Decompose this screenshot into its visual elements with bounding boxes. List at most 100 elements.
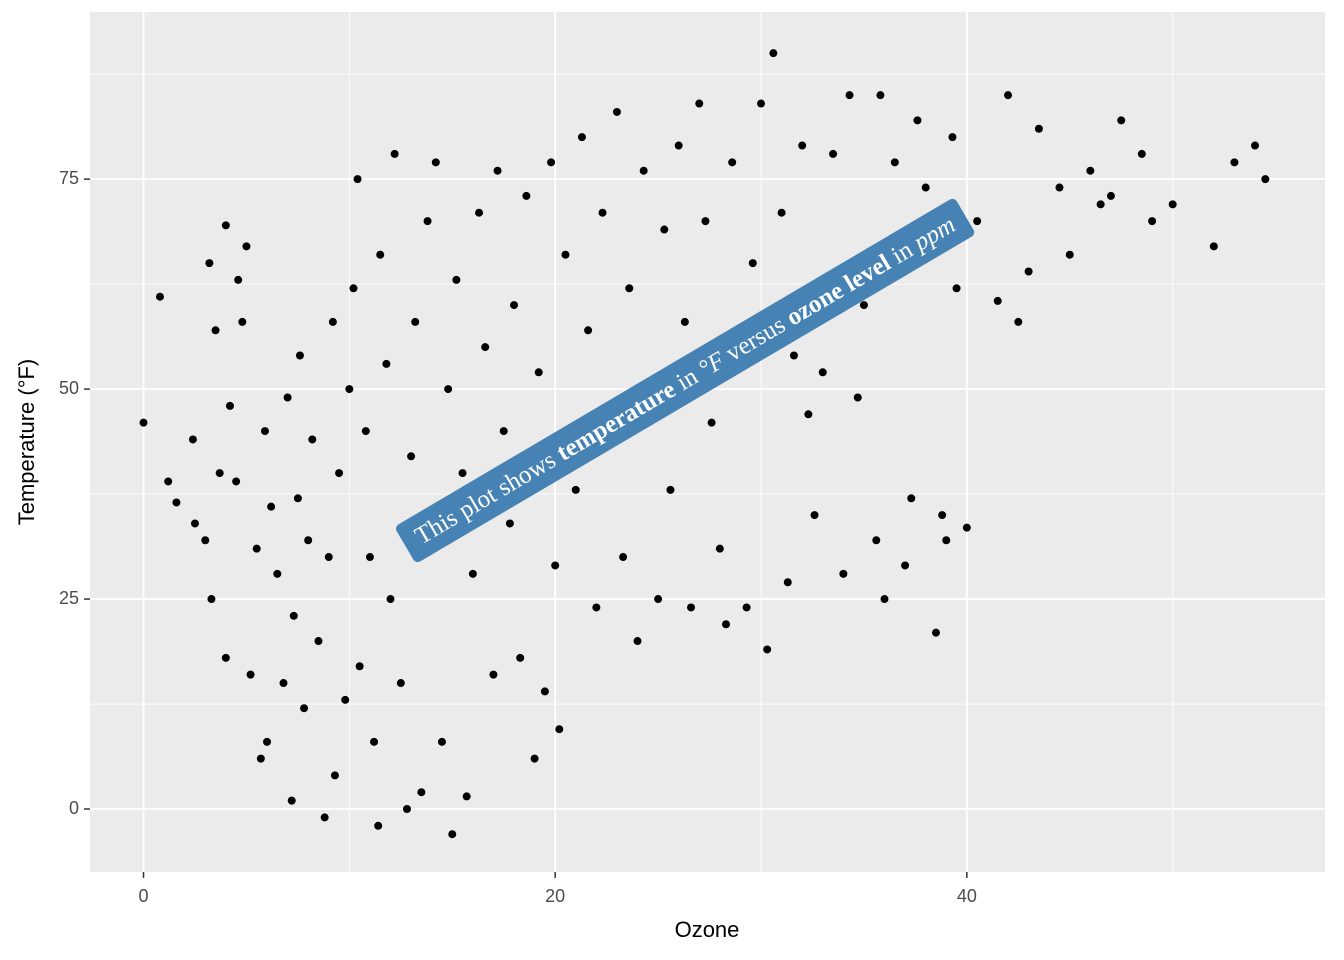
point	[1168, 200, 1177, 209]
point	[374, 821, 383, 830]
point	[701, 217, 710, 226]
point	[489, 670, 498, 679]
point	[598, 208, 607, 217]
point	[225, 401, 234, 410]
point	[324, 553, 333, 562]
y-tick-label: 50	[59, 378, 79, 398]
point	[748, 259, 757, 268]
point	[341, 695, 350, 704]
point	[913, 116, 922, 125]
point	[475, 208, 484, 217]
point	[330, 771, 339, 780]
point	[687, 603, 696, 612]
x-tick-label: 40	[957, 886, 977, 906]
point	[139, 418, 148, 427]
point	[942, 536, 951, 545]
point	[948, 133, 957, 142]
point	[238, 317, 247, 326]
point	[328, 317, 337, 326]
point	[448, 830, 457, 839]
point	[666, 485, 675, 494]
point	[1034, 124, 1043, 133]
point	[411, 317, 420, 326]
y-tick-label: 75	[59, 168, 79, 188]
point	[386, 595, 395, 604]
point	[674, 141, 683, 150]
point	[633, 637, 642, 646]
point	[155, 292, 164, 301]
point	[1086, 166, 1095, 175]
point	[188, 435, 197, 444]
point	[707, 418, 716, 427]
point	[522, 191, 531, 200]
point	[493, 166, 502, 175]
point	[510, 301, 519, 310]
point	[777, 208, 786, 217]
point	[1251, 141, 1260, 150]
point	[252, 544, 261, 553]
point	[164, 477, 173, 486]
x-tick-label: 20	[545, 886, 565, 906]
point	[320, 813, 329, 822]
point	[444, 385, 453, 394]
point	[505, 519, 514, 528]
point	[481, 343, 490, 352]
point	[973, 217, 982, 226]
point	[901, 561, 910, 570]
y-tick-label: 25	[59, 588, 79, 608]
point	[365, 553, 374, 562]
point	[242, 242, 251, 251]
point	[361, 427, 370, 436]
point	[962, 523, 971, 532]
point	[289, 611, 298, 620]
point	[263, 737, 272, 746]
point	[757, 99, 766, 108]
point	[246, 670, 255, 679]
point	[396, 679, 405, 688]
point	[798, 141, 807, 150]
point	[890, 158, 899, 167]
point	[376, 250, 385, 259]
point	[407, 452, 416, 461]
point	[952, 284, 961, 293]
point	[205, 259, 214, 268]
x-tick-label: 0	[139, 886, 149, 906]
point	[295, 351, 304, 360]
point	[584, 326, 593, 335]
point	[993, 296, 1002, 305]
point	[592, 603, 601, 612]
point	[1117, 116, 1126, 125]
point	[625, 284, 634, 293]
point	[612, 107, 621, 116]
point	[715, 544, 724, 553]
point	[190, 519, 199, 528]
y-axis-title: Temperature (°F)	[14, 359, 39, 526]
point	[172, 498, 181, 507]
point	[279, 679, 288, 688]
point	[300, 704, 309, 713]
point	[207, 595, 216, 604]
point	[577, 133, 586, 142]
point	[872, 536, 881, 545]
point	[462, 792, 471, 801]
point	[742, 603, 751, 612]
annotation-box	[396, 198, 975, 563]
point	[215, 469, 224, 478]
point	[829, 149, 838, 158]
point	[283, 393, 292, 402]
point	[654, 595, 663, 604]
point	[314, 637, 323, 646]
point	[789, 351, 798, 360]
point	[810, 511, 819, 520]
point	[763, 645, 772, 654]
point	[382, 359, 391, 368]
y-tick-label: 0	[69, 798, 79, 818]
point	[402, 805, 411, 814]
point	[221, 221, 230, 230]
point	[516, 653, 525, 662]
point	[540, 687, 549, 696]
point	[499, 427, 508, 436]
point	[431, 158, 440, 167]
point	[234, 275, 243, 284]
point	[938, 511, 947, 520]
